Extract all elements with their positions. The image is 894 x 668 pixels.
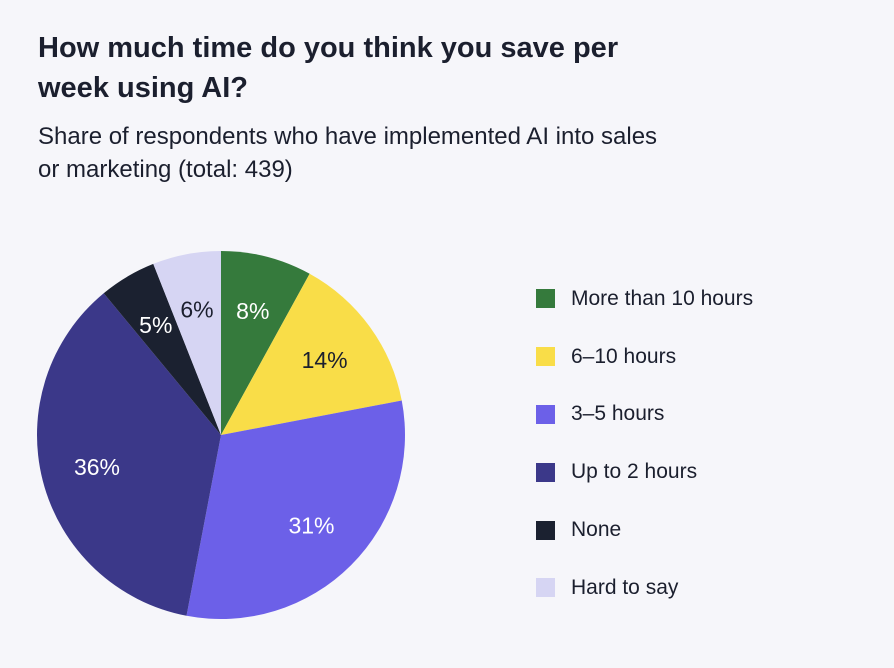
legend-label: Hard to say — [571, 575, 679, 599]
legend: More than 10 hours 6–10 hours 3–5 hours … — [536, 270, 753, 617]
pie-label-more-than-10-hours: 8% — [236, 298, 269, 324]
legend-swatch — [536, 578, 555, 598]
legend-label: None — [571, 518, 622, 542]
pie-slice-hard-to-say — [153, 251, 221, 435]
legend-swatch — [536, 520, 555, 540]
legend-item-none: None — [536, 501, 753, 559]
pie-label-up-to-2-hours: 36% — [74, 454, 120, 480]
chart-title: How much time do you think you save per … — [38, 32, 619, 104]
pie-label-hard-to-say: 6% — [180, 296, 213, 322]
legend-item-hard-to-say: Hard to say — [536, 559, 753, 617]
pie-slice-6-10-hours — [221, 273, 402, 435]
pie-label-3-5-hours: 31% — [288, 513, 334, 539]
legend-swatch — [536, 347, 555, 367]
legend-label: Up to 2 hours — [571, 460, 698, 484]
legend-item-more-than-10-hours: More than 10 hours — [536, 270, 753, 328]
legend-label: 3–5 hours — [571, 402, 665, 426]
pie-slice-more-than-10-hours — [221, 251, 310, 435]
chart-subtitle: Share of respondents who have implemente… — [38, 123, 658, 183]
legend-label: 6–10 hours — [571, 344, 677, 368]
pie-slice-none — [103, 263, 221, 435]
legend-label: More than 10 hours — [571, 286, 754, 310]
pie-label-none: 5% — [139, 312, 172, 338]
pie-slice-3-5-hours — [186, 400, 405, 619]
legend-swatch — [536, 404, 555, 424]
pie-chart: 8% 14% 31% 36% 5% 6% — [37, 251, 405, 619]
legend-item-3-5-hours: 3–5 hours — [536, 386, 753, 444]
legend-item-6-10-hours: 6–10 hours — [536, 328, 753, 386]
legend-item-up-to-2-hours: Up to 2 hours — [536, 443, 753, 501]
legend-swatch — [536, 462, 555, 482]
legend-swatch — [536, 289, 555, 309]
pie-label-6-10-hours: 14% — [302, 347, 348, 373]
pie-slice-up-to-2-hours — [37, 293, 221, 616]
